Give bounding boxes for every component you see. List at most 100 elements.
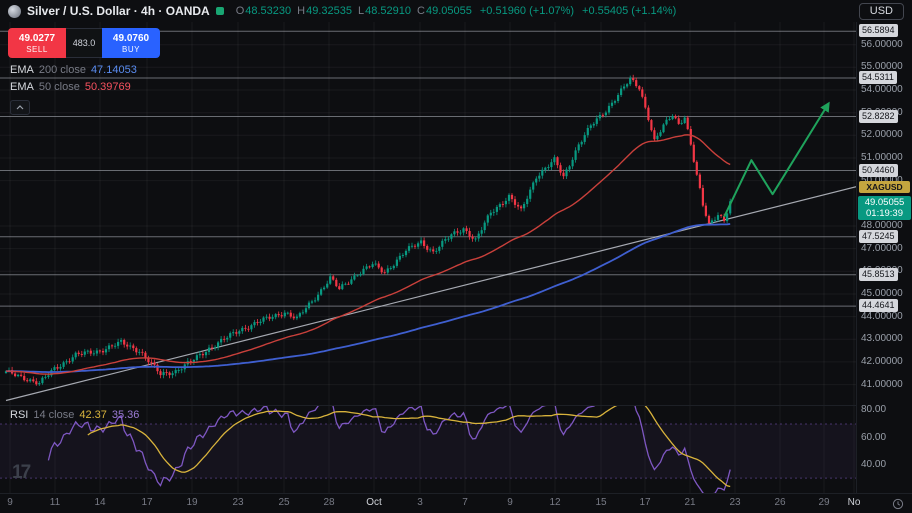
sell-button[interactable]: 49.0277 SELL (8, 28, 66, 58)
change-value: +0.51960 (+1.07%) (479, 5, 575, 17)
bar-countdown: 01:19:39 (866, 208, 903, 220)
high-value: 49.32535 (306, 5, 352, 17)
tradingview-logo[interactable]: 17 (12, 462, 31, 483)
ema200-params: 200 close (38, 64, 86, 76)
open-label: O (235, 5, 245, 17)
current-price-value: 49.05055 (864, 197, 905, 209)
time-axis-label: No (847, 497, 861, 508)
price-axis-label: 43.00000 (861, 333, 903, 345)
ema200-name: EMA (10, 64, 34, 76)
open-value: 48.53230 (245, 5, 292, 17)
time-axis-label: 15 (595, 497, 607, 508)
rsi-name: RSI (10, 409, 29, 421)
clock-icon[interactable] (892, 498, 904, 510)
time-axis-label: 12 (549, 497, 561, 508)
symbol-title[interactable]: Silver / U.S. Dollar · 4h · OANDA (27, 4, 210, 18)
price-axis-label: 50.00000 (861, 174, 903, 186)
level-price-label: 50.4460 (859, 163, 898, 177)
current-price-badge: 49.05055 01:19:39 (858, 196, 911, 221)
level-price-label: 52.8282 (859, 109, 898, 123)
symbol-logo-icon (8, 4, 21, 18)
price-axis-label: 42.00000 (861, 355, 903, 367)
time-axis-label: 21 (684, 497, 696, 508)
price-axis-label: 41.00000 (861, 378, 903, 390)
rsi-value-1: 42.37 (79, 409, 107, 421)
rsi-pane[interactable] (0, 405, 856, 493)
symbol-price-tag: XAGUSD (859, 181, 910, 194)
broker-logo-icon (215, 7, 224, 15)
trendline-drawing (5, 186, 856, 402)
close-value: 49.05055 (425, 5, 472, 17)
level-price-label: 47.5245 (859, 229, 898, 243)
trade-panel: 49.0277 SELL 483.0 49.0760 BUY (8, 28, 160, 58)
price-axis-label: 47.00000 (861, 242, 903, 254)
rsi-axis-label: 60.00 (861, 431, 887, 443)
time-axis-label: 29 (818, 497, 830, 508)
time-axis-label: 28 (323, 497, 335, 508)
ema200-line (6, 223, 731, 374)
price-axis-label: 51.00000 (861, 152, 903, 163)
price-axis-label: 55.00000 (861, 61, 903, 73)
spread-value: 483.0 (66, 28, 102, 58)
rsi-axis-label: 80.00 (861, 404, 887, 416)
time-axis-label: 9 (507, 497, 513, 508)
time-axis-label: 3 (417, 497, 423, 508)
price-axis-label: 52.00000 (861, 129, 903, 141)
time-axis-label: 11 (49, 497, 61, 508)
chevron-up-icon (16, 105, 24, 110)
rsi-ma-line (87, 405, 731, 488)
rsi-params: 14 close (33, 409, 75, 421)
pane-separator[interactable] (0, 405, 912, 406)
currency-button[interactable]: USD (858, 2, 904, 20)
time-axis-label: 25 (278, 497, 290, 508)
time-axis-label: Oct (366, 497, 382, 508)
indicator-legend-ema50[interactable]: EMA 50 close 50.39769 (10, 81, 131, 93)
indicator-legend-ema200[interactable]: EMA 200 close 47.14053 (10, 64, 137, 76)
rsi-band (0, 424, 856, 479)
time-axis-label: 23 (729, 497, 741, 508)
buy-button[interactable]: 49.0760 BUY (102, 28, 160, 58)
price-axis-label: 48.00000 (861, 220, 903, 231)
buy-price: 49.0760 (112, 32, 150, 44)
level-price-label: 54.5311 (859, 71, 897, 84)
legend-collapse-button[interactable] (10, 100, 30, 115)
buy-label: BUY (122, 44, 140, 54)
topbar: Silver / U.S. Dollar · 4h · OANDA O 48.53… (0, 0, 912, 22)
ema50-name: EMA (10, 81, 34, 93)
low-value: 48.52910 (365, 5, 412, 17)
ohlc-readout: O 48.53230 H 49.32535 L 48.52910 C 49.05055 … (230, 5, 677, 17)
rsi-value-2: 35.36 (111, 409, 140, 421)
time-axis-label: 19 (186, 497, 198, 508)
ema50-line (5, 134, 731, 375)
time-axis[interactable]: 9 11 14 17 19 23 25 28 Oct 3 7 9 12 15 17 21 23 26 29 No (0, 493, 912, 513)
ema50-params: 50 close (38, 81, 80, 93)
horizontal-level-lines (0, 30, 856, 307)
low-label: L (358, 5, 365, 17)
time-axis-label: 26 (774, 497, 786, 508)
time-axis-label: 14 (94, 497, 106, 508)
sell-price: 49.0277 (18, 32, 56, 44)
time-axis-label: 17 (639, 497, 651, 508)
level-price-label: 56.5894 (859, 24, 898, 38)
time-axis-label: 17 (141, 497, 153, 508)
close-label: C (417, 5, 425, 17)
candles-group (4, 74, 732, 386)
level-price-label: 44.4641 (859, 299, 898, 313)
price-axis-label: 56.00000 (861, 38, 903, 50)
ema50-value: 50.39769 (84, 81, 131, 93)
sell-label: SELL (26, 44, 48, 54)
rsi-line (47, 405, 731, 493)
time-axis-label: 9 (7, 497, 13, 508)
projection-drawing (723, 101, 830, 218)
price-axis[interactable]: XAGUSD 49.05055 01:19:39 56.00000 55.0000… (856, 22, 912, 493)
high-label: H (297, 5, 306, 17)
main-price-pane[interactable] (0, 22, 856, 405)
price-axis-label: 54.00000 (861, 84, 903, 95)
price-axis-label: 44.00000 (861, 310, 903, 322)
change-extended-value: +0.55405 (+1.14%) (582, 5, 677, 17)
rsi-axis-label: 40.00 (861, 458, 887, 470)
time-axis-label: 7 (462, 497, 468, 508)
level-price-label: 45.8513 (859, 267, 898, 281)
indicator-legend-rsi[interactable]: RSI 14 close 42.37 35.36 (10, 409, 139, 421)
